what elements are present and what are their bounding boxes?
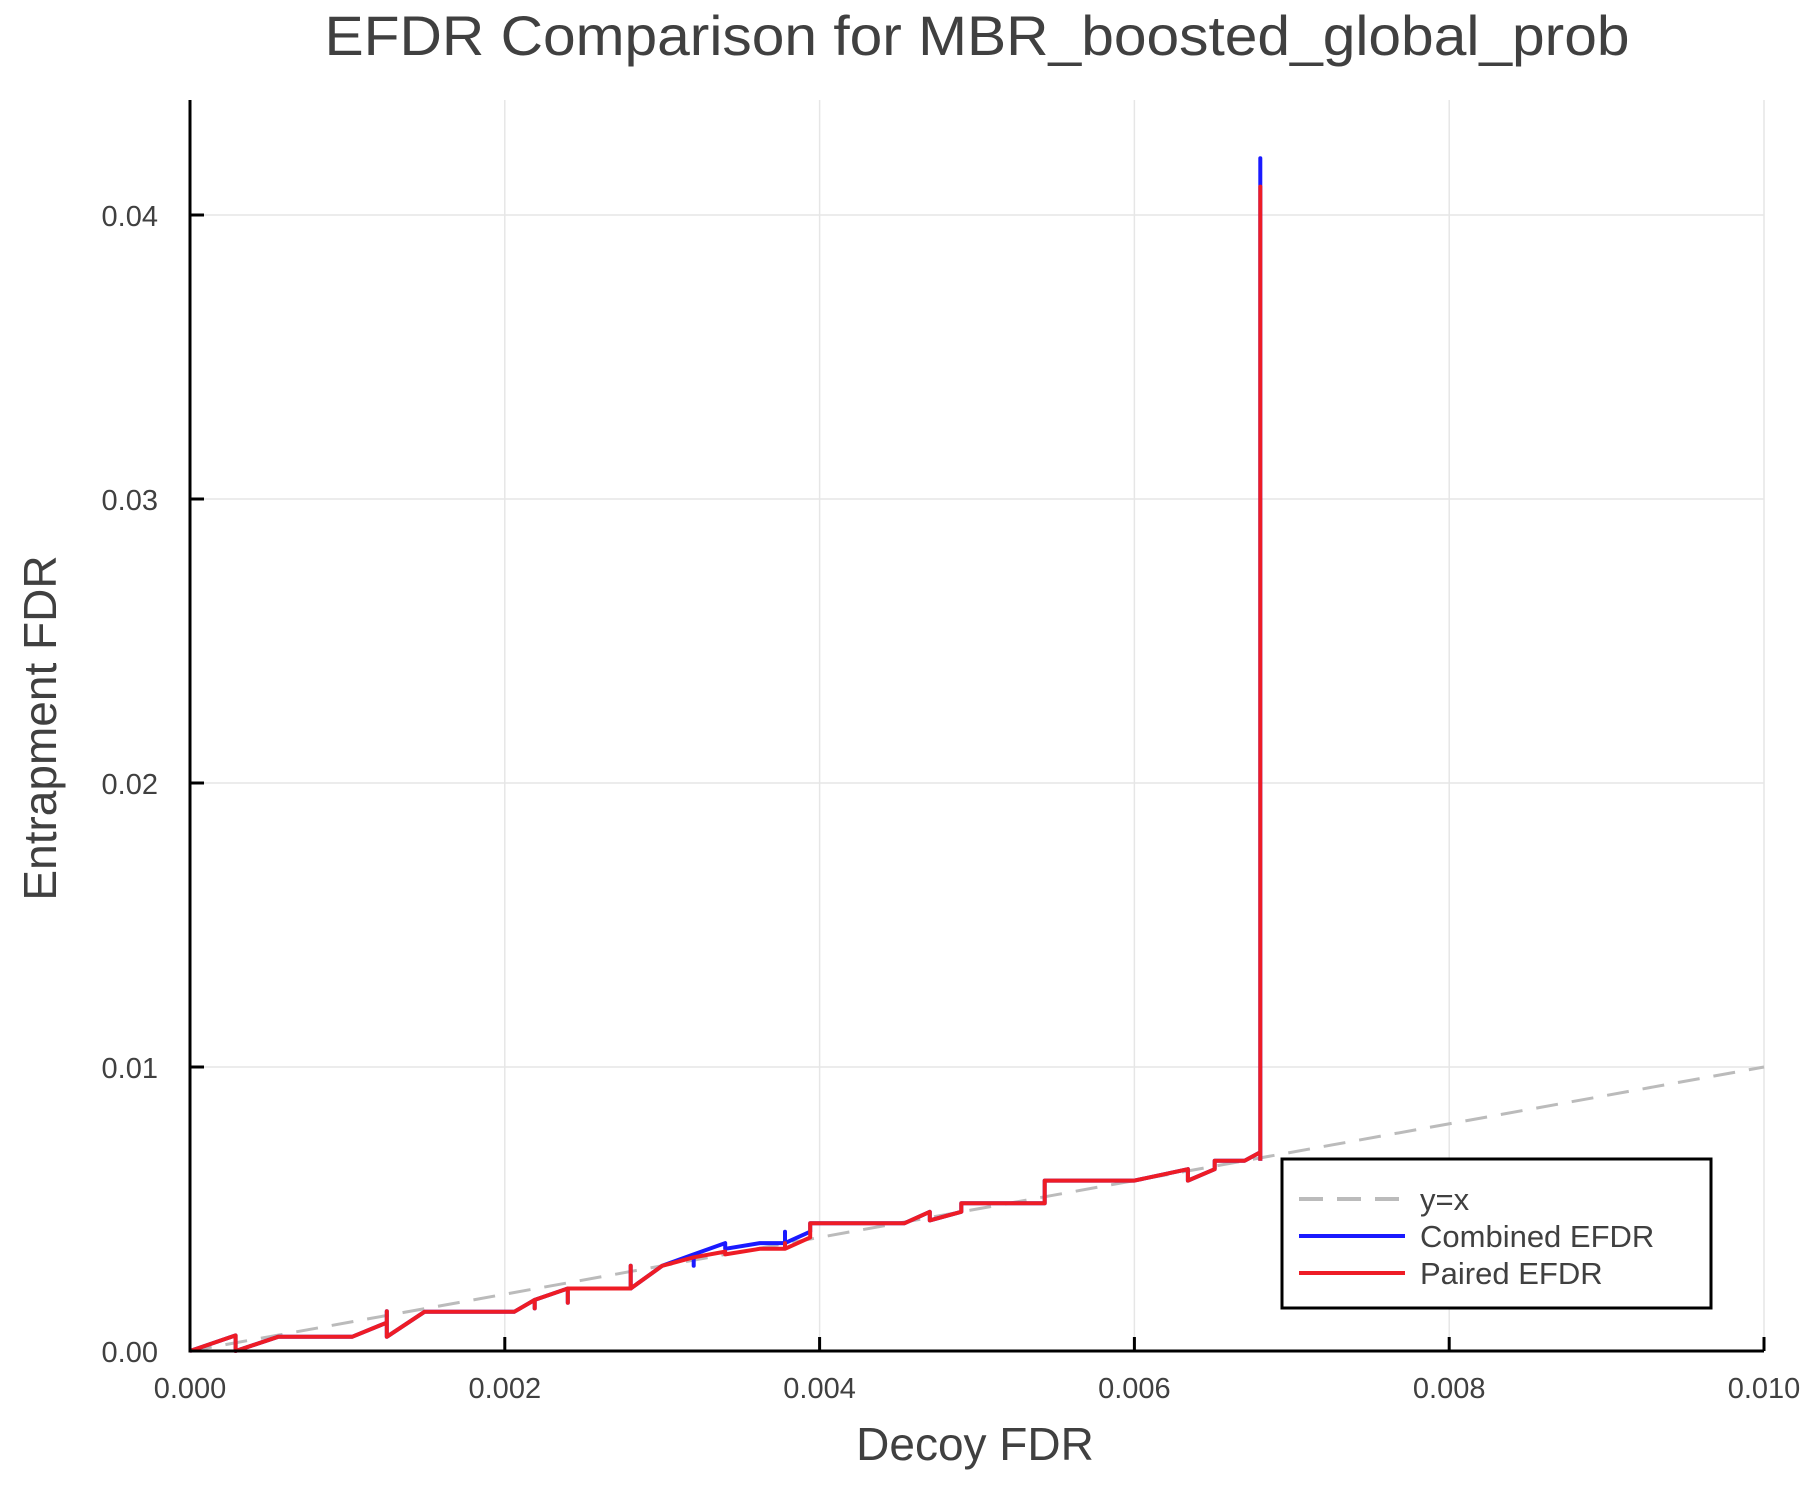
x-tick-label: 0.006 — [1098, 1373, 1171, 1405]
y-tick-label: 0.04 — [102, 201, 158, 233]
y-tick-label: 0.01 — [102, 1053, 158, 1085]
legend-label: Combined EFDR — [1420, 1219, 1654, 1254]
axes — [188, 100, 1764, 1353]
y-tick-label: 0.03 — [102, 485, 158, 517]
x-tick-label: 0.010 — [1728, 1373, 1800, 1405]
series-line-paired-efdr — [189, 184, 1263, 1353]
y-axis-ticks: 0.00 0.01 0.02 0.03 0.04 — [102, 201, 204, 1369]
y-tick-label: 0.02 — [102, 769, 158, 801]
y-tick-label: 0.00 — [102, 1337, 158, 1369]
series-line-combined-efdr — [189, 156, 1263, 1353]
series-line-y-x — [189, 1065, 1765, 1353]
legend-label: y=x — [1420, 1182, 1470, 1217]
x-tick-label: 0.002 — [469, 1373, 542, 1405]
x-tick-label: 0.000 — [154, 1373, 227, 1405]
chart-title: EFDR Comparison for MBR_boosted_global_p… — [325, 4, 1630, 67]
x-axis-ticks: 0.000 0.002 0.004 0.006 0.008 0.010 — [154, 1337, 1800, 1405]
data-series — [189, 156, 1765, 1353]
y-axis-label: Entrapment FDR — [14, 555, 66, 900]
legend-label: Paired EFDR — [1420, 1256, 1603, 1291]
x-tick-label: 0.008 — [1413, 1373, 1486, 1405]
x-tick-label: 0.004 — [783, 1373, 856, 1405]
legend-box — [1280, 1157, 1713, 1310]
x-axis-label: Decoy FDR — [856, 1418, 1094, 1470]
